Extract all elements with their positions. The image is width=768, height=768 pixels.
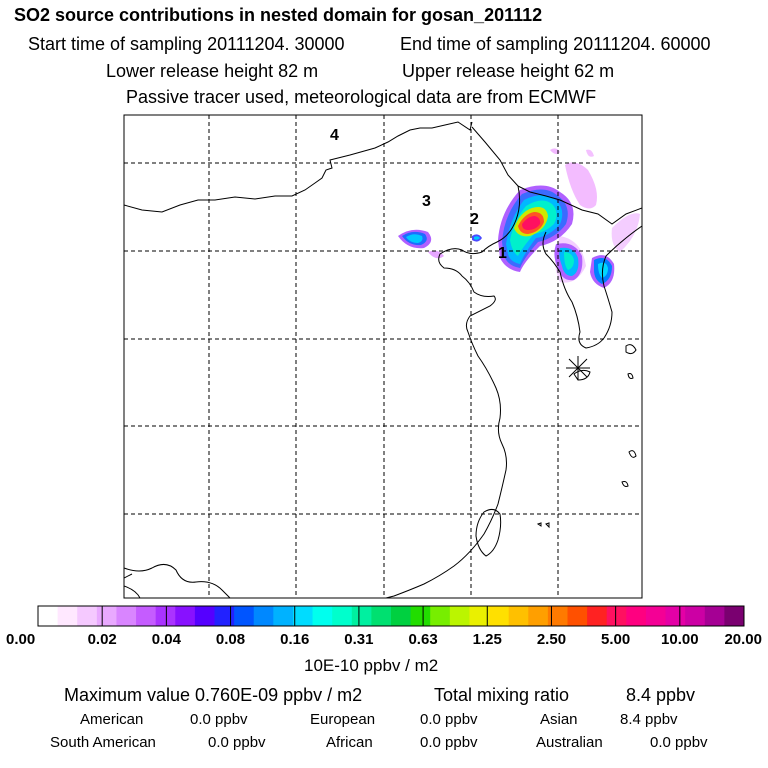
colorbar-swatch bbox=[371, 606, 392, 626]
total-mixing-value: 8.4 ppbv bbox=[626, 685, 696, 705]
region-value-african: 0.0 ppbv bbox=[420, 734, 478, 751]
region-value-south-american: 0.0 ppbv bbox=[208, 734, 266, 751]
end-time: End time of sampling 20111204. 60000 bbox=[400, 34, 711, 54]
colorbar-swatch bbox=[469, 606, 490, 626]
region-name-european: European bbox=[310, 711, 376, 728]
start-time: Start time of sampling 20111204. 30000 bbox=[28, 34, 345, 54]
colorbar-swatch bbox=[96, 606, 117, 626]
colorbar-tick-label: 0.63 bbox=[408, 631, 438, 648]
colorbar-swatch bbox=[194, 606, 215, 626]
colorbar-swatch bbox=[508, 606, 529, 626]
colorbar-swatch bbox=[685, 606, 706, 626]
map-title: SO2 source contributions in nested domai… bbox=[14, 5, 543, 25]
colorbar-swatch bbox=[273, 606, 294, 626]
colorbar-tick-label: 0.31 bbox=[344, 631, 374, 648]
region-label-4: 4 bbox=[330, 127, 339, 144]
coastlines bbox=[124, 121, 642, 598]
map-frame bbox=[123, 114, 643, 599]
region-label-1: 1 bbox=[498, 245, 507, 262]
receptor-marker-icon bbox=[566, 356, 590, 380]
region-value-australian: 0.0 ppbv bbox=[650, 734, 708, 751]
colorbar-swatch bbox=[704, 606, 725, 626]
maximum-value: Maximum value 0.760E-09 ppbv / m2 bbox=[64, 685, 363, 705]
region-name-american: American bbox=[80, 711, 144, 728]
colorbar-swatch bbox=[214, 606, 235, 626]
region-name-asian: Asian bbox=[540, 711, 578, 728]
colorbar-swatch bbox=[292, 606, 314, 626]
colorbar-tick-label: 0.08 bbox=[215, 631, 246, 648]
region-value-asian: 8.4 ppbv bbox=[620, 711, 678, 728]
colorbar-swatch bbox=[645, 606, 667, 626]
colorbar-swatch bbox=[626, 606, 647, 626]
colorbar-swatch bbox=[430, 606, 451, 626]
colorbar-swatch bbox=[665, 606, 686, 626]
colorbar-swatch bbox=[77, 606, 98, 626]
colorbar-swatch bbox=[410, 606, 431, 626]
total-mixing-label: Total mixing ratio bbox=[434, 685, 570, 705]
colorbar-swatch bbox=[155, 606, 176, 626]
region-name-african: African bbox=[326, 734, 373, 751]
colorbar-swatch bbox=[724, 606, 745, 626]
colorbar-tick-label: 20.00 bbox=[724, 631, 762, 648]
colorbar-swatch bbox=[587, 606, 608, 626]
colorbar-swatch bbox=[489, 606, 510, 626]
region-name-australian: Australian bbox=[536, 734, 603, 751]
region-name-south-american: South American bbox=[50, 734, 156, 751]
colorbar-tick-label: 5.00 bbox=[601, 631, 631, 648]
colorbar-swatch bbox=[606, 606, 627, 626]
upper-release-height: Upper release height 62 m bbox=[402, 61, 615, 81]
region-value-european: 0.0 ppbv bbox=[420, 711, 478, 728]
lat-lon-grid bbox=[124, 115, 642, 598]
region-label-3: 3 bbox=[422, 193, 431, 210]
colorbar-tick-label: 0.02 bbox=[87, 631, 117, 648]
colorbar-swatch bbox=[332, 606, 353, 626]
lower-release-height: Lower release height 82 m bbox=[106, 61, 319, 81]
colorbar-unit: 10E-10 ppbv / m2 bbox=[304, 656, 439, 675]
colorbar bbox=[37, 605, 745, 627]
colorbar-swatch bbox=[253, 606, 274, 626]
colorbar-tick-label: 1.25 bbox=[472, 631, 502, 648]
colorbar-swatch bbox=[136, 606, 157, 626]
colorbar-swatch bbox=[116, 606, 137, 626]
colorbar-tick-label: 0.04 bbox=[151, 631, 181, 648]
colorbar-swatch bbox=[351, 606, 372, 626]
colorbar-swatch bbox=[38, 606, 59, 626]
colorbar-swatch bbox=[391, 606, 412, 626]
colorbar-tick-label: 0.00 bbox=[6, 631, 36, 648]
region-label-2: 2 bbox=[470, 211, 479, 228]
colorbar-swatch bbox=[175, 606, 196, 626]
colorbar-swatch bbox=[57, 606, 78, 626]
colorbar-swatch bbox=[528, 606, 549, 626]
colorbar-tick-label: 10.00 bbox=[661, 631, 699, 648]
region-value-american: 0.0 ppbv bbox=[190, 711, 248, 728]
colorbar-swatch bbox=[547, 606, 568, 626]
colorbar-swatch bbox=[312, 606, 333, 626]
colorbar-swatch bbox=[567, 606, 588, 626]
colorbar-frame bbox=[37, 605, 745, 627]
colorbar-tick-label: 0.16 bbox=[280, 631, 310, 648]
colorbar-tick-label: 2.50 bbox=[536, 631, 567, 648]
tracer-note: Passive tracer used, meteorological data… bbox=[126, 87, 597, 107]
colorbar-swatch bbox=[234, 606, 255, 626]
colorbar-swatch bbox=[449, 606, 470, 626]
